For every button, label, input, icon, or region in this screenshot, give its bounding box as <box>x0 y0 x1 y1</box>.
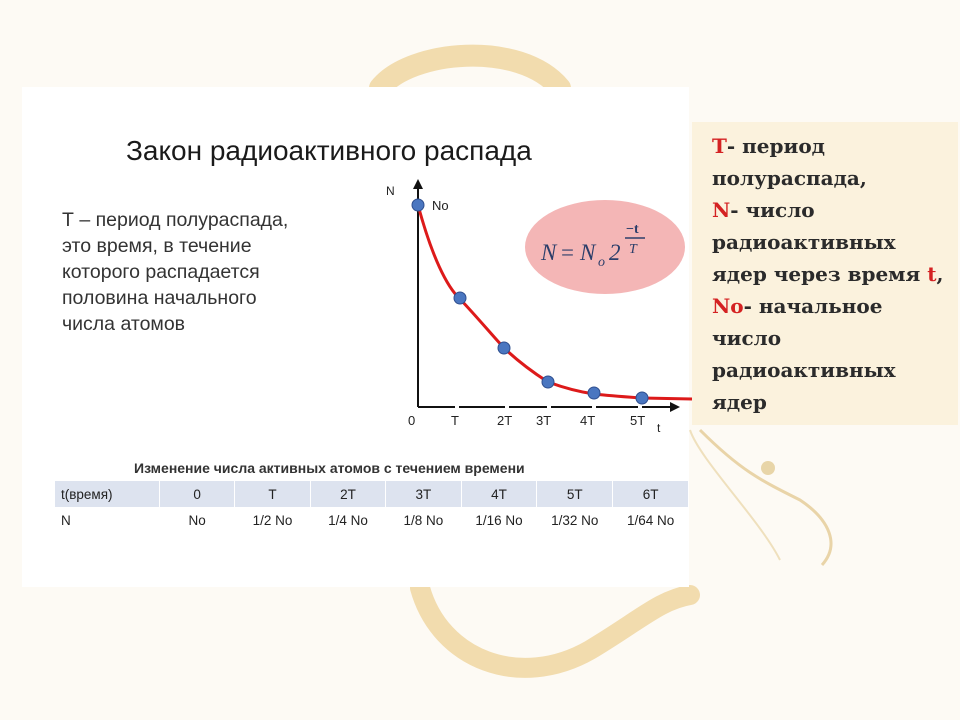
table-header-cell: 2T <box>310 481 387 507</box>
definition-line: которого распадается <box>62 261 260 283</box>
table-caption: Изменение числа активных атомов с течени… <box>134 460 525 476</box>
formula-exp-den: T <box>629 242 638 257</box>
table-header-cell: t(время) <box>55 481 160 507</box>
formula-eq: = <box>561 240 574 265</box>
table-header-cell: 4T <box>461 481 538 507</box>
y-axis-label: N <box>386 184 395 198</box>
curve-point <box>635 391 649 405</box>
legend-line: N- число <box>712 198 815 222</box>
definition-line: числа атомов <box>62 313 186 335</box>
definition-text: Т – период полураспада, это время, в теч… <box>62 207 362 337</box>
curve-point <box>411 198 425 212</box>
x-tick-gaps <box>455 404 642 410</box>
table-header-cell: 0 <box>159 481 236 507</box>
legend-text: - число <box>730 198 815 222</box>
legend-key: t <box>927 262 937 286</box>
x-tick-label: 4T <box>580 413 595 428</box>
formula-lhs: N <box>540 240 558 265</box>
legend-line: число <box>712 326 782 350</box>
table-cell: 1/2 No <box>252 512 293 528</box>
table-cell: 1/64 No <box>626 512 675 528</box>
legend-text: - начальное <box>743 294 883 318</box>
legend-key: No <box>712 294 744 318</box>
table-cell: No <box>188 512 206 528</box>
x-tick-label: T <box>451 413 459 428</box>
x-tick-label: 5T <box>630 413 645 428</box>
legend-line: Т- период <box>712 134 825 158</box>
slide-title: Закон радиоактивного распада <box>126 135 532 166</box>
legend-key: Т <box>712 134 727 158</box>
table-header-cell: 5T <box>536 481 614 507</box>
curve-point <box>497 341 511 355</box>
legend-text: - период <box>726 134 826 158</box>
legend-line: No- начальное <box>712 294 882 318</box>
definition-line: Т – период полураспада, <box>62 209 289 231</box>
decay-table: t(время) 0 T 2T 3T 4T 5T 6T N No 1/2 No … <box>55 481 689 533</box>
formula-n0-sub: o <box>598 255 605 270</box>
legend-line: радиоактивных <box>712 230 896 254</box>
table-header-cell: 6T <box>612 481 689 507</box>
legend-line: радиоактивных <box>712 358 896 382</box>
x-tick-label: 2T <box>497 413 512 428</box>
n0-label: No <box>432 198 449 213</box>
curve-point <box>587 386 601 400</box>
table-cell: 1/16 No <box>475 512 523 528</box>
x-axis-label: t <box>657 421 661 435</box>
formula-exp-num: −t <box>626 222 639 237</box>
table-header-cell: T <box>234 481 311 507</box>
legend-note: Т- период полураспада, N- число радиоакт… <box>692 122 958 425</box>
legend-line: полураспада, <box>712 166 867 190</box>
definition-line: это время, в течение <box>62 235 252 257</box>
table-cell: N <box>61 512 71 528</box>
legend-key: N <box>712 198 731 222</box>
table-cell: 1/4 No <box>328 512 368 528</box>
formula-n0: N <box>579 240 597 265</box>
origin-label: 0 <box>408 413 415 428</box>
legend-text: ядер через время <box>712 262 928 286</box>
table-cell: 1/8 No <box>403 512 444 528</box>
legend-line: ядер через время t, <box>712 262 944 286</box>
legend-text: , <box>936 262 944 286</box>
decay-graph: N t 0 No T 2T 3T 4T 5T N = N o 2 −t <box>386 179 692 435</box>
curve-point <box>453 291 467 305</box>
table-cell: 1/32 No <box>551 512 599 528</box>
formula-ellipse: N = N o 2 −t T <box>525 200 685 294</box>
formula-base: 2 <box>609 240 621 265</box>
y-axis-arrow <box>413 179 423 189</box>
table-row: N No 1/2 No 1/4 No 1/8 No 1/16 No 1/32 N… <box>55 507 689 533</box>
table-header-cell: 3T <box>385 481 462 507</box>
definition-line: половина начального <box>62 287 257 309</box>
x-axis-arrow <box>670 402 680 412</box>
legend-line: ядер <box>712 390 767 414</box>
table-header-row: t(время) 0 T 2T 3T 4T 5T 6T <box>55 481 689 507</box>
x-tick-label: 3T <box>536 413 551 428</box>
curve-point <box>541 375 555 389</box>
slide-panel: Закон радиоактивного распада Т – период … <box>22 87 692 587</box>
